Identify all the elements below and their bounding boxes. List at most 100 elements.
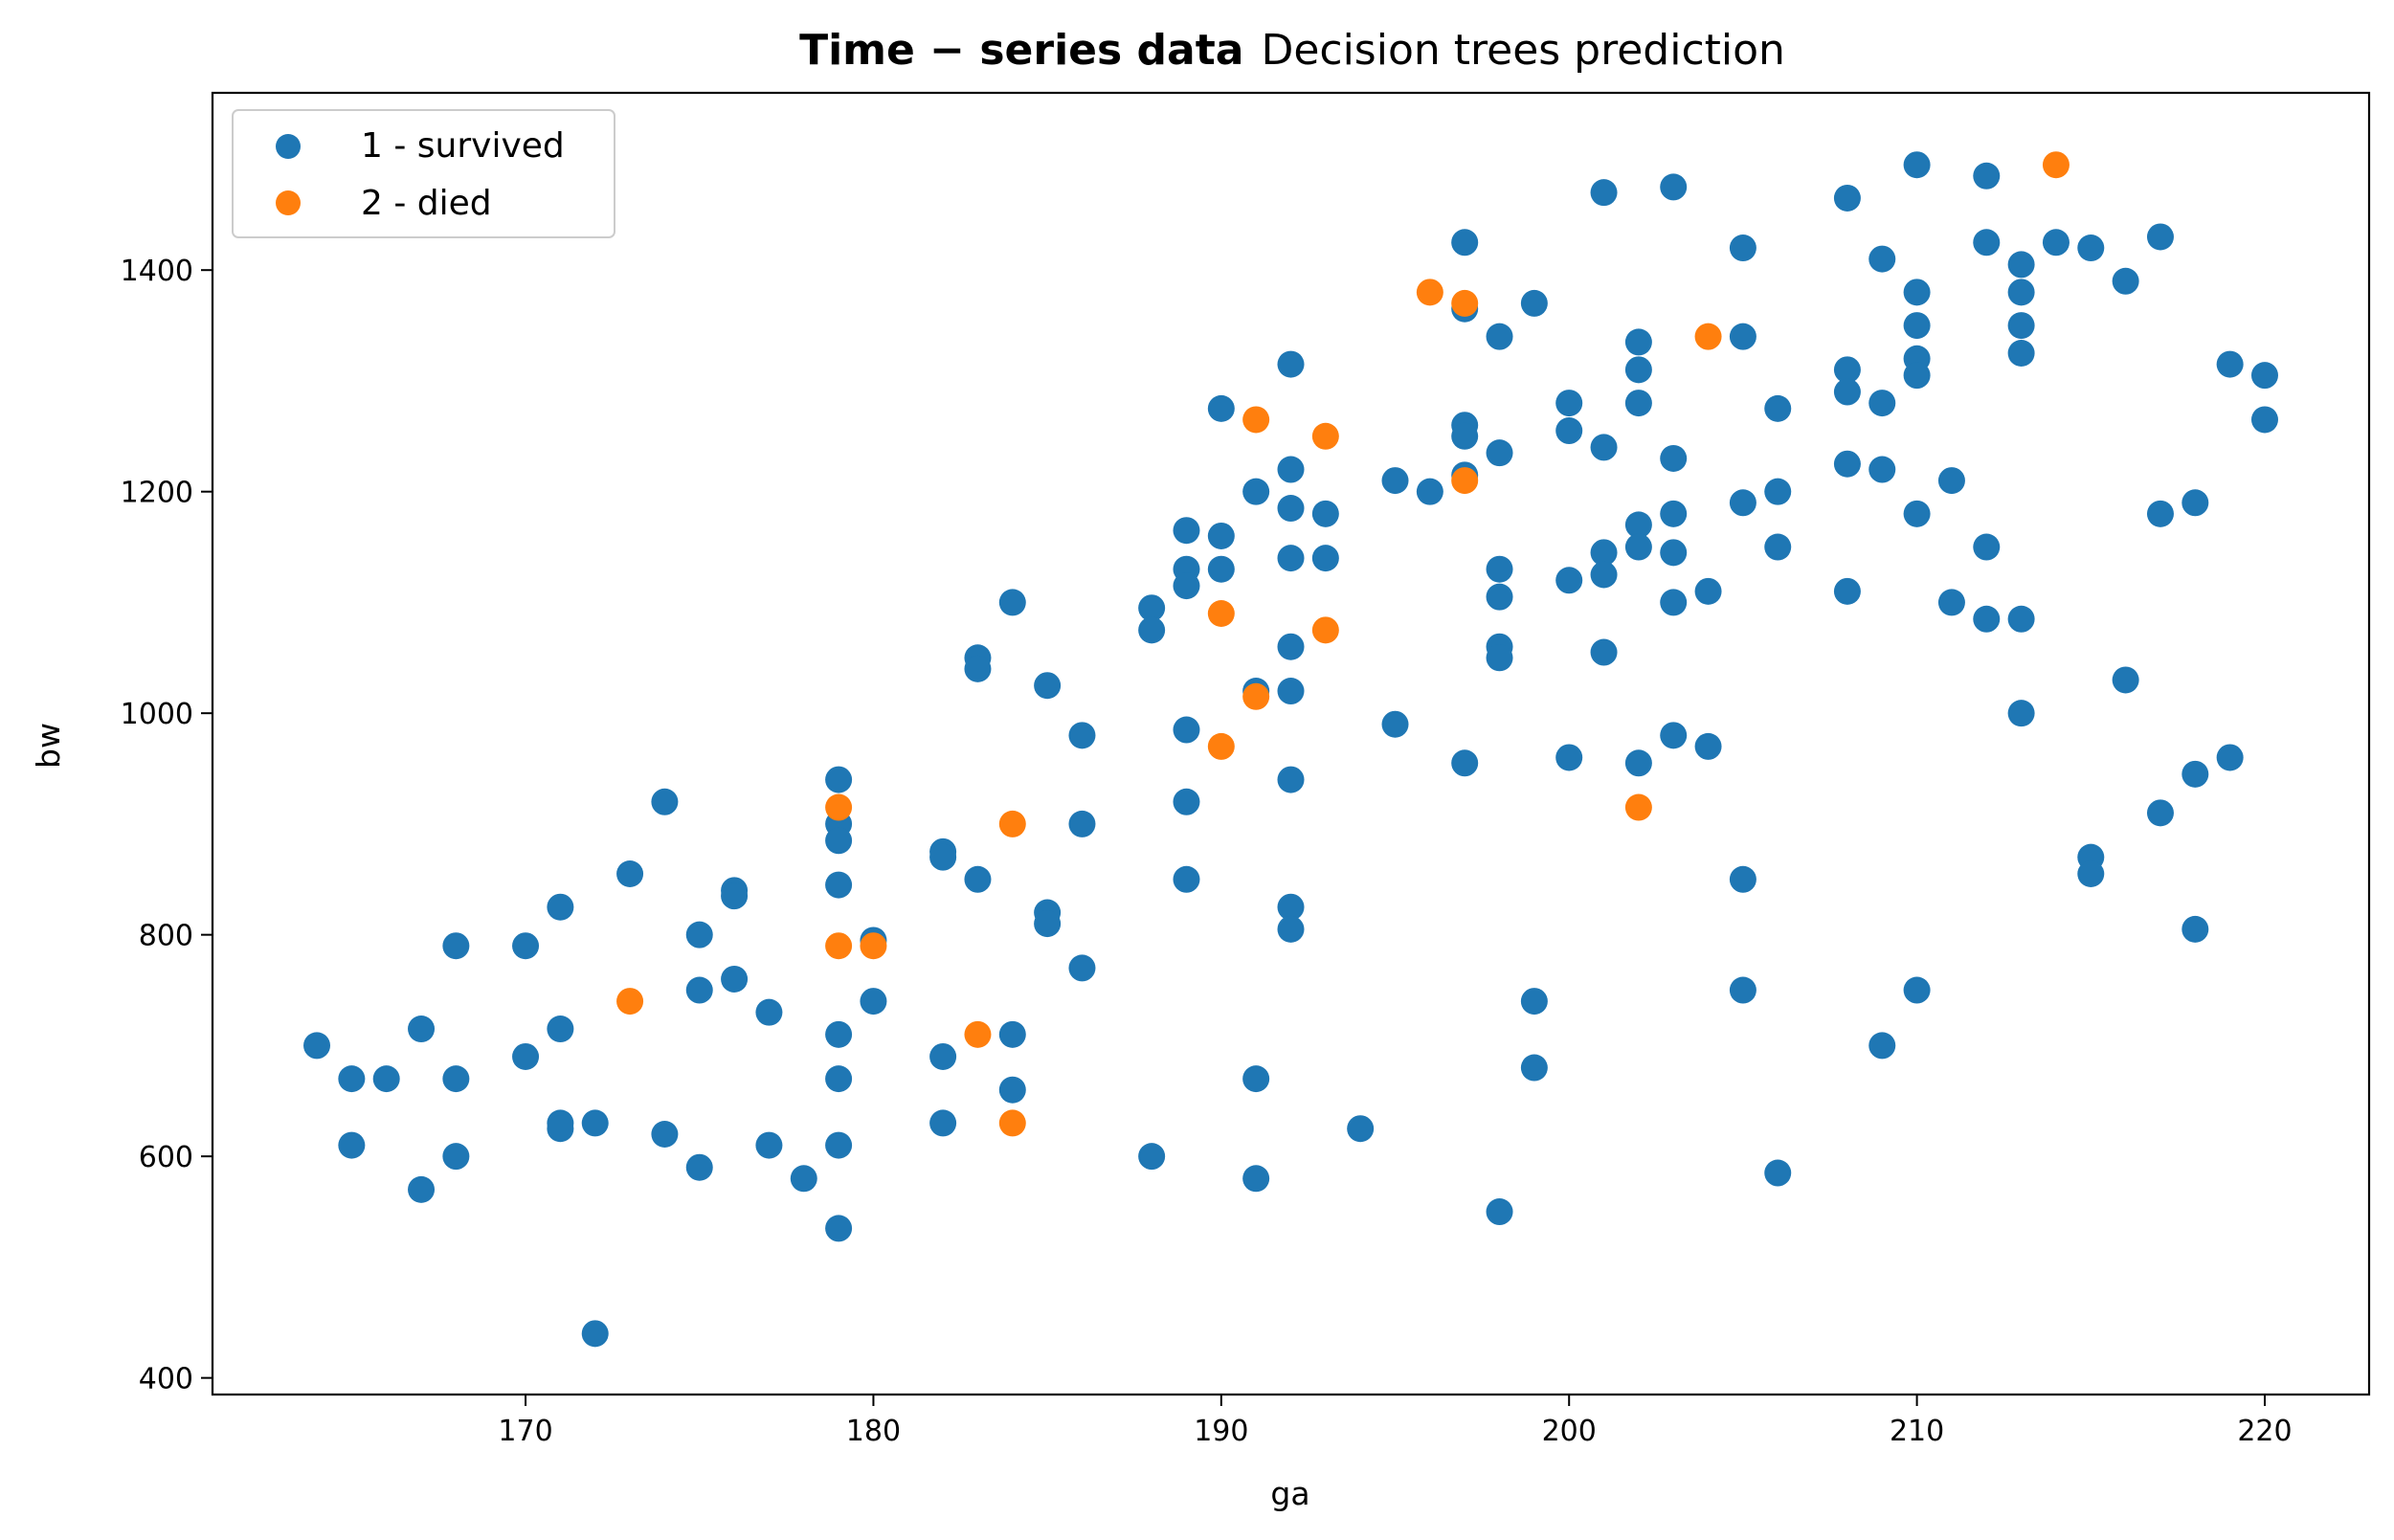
data-point — [2042, 229, 2070, 257]
x-tick-label: 190 — [1194, 1415, 1248, 1448]
data-point — [1903, 362, 1931, 390]
data-point — [2181, 915, 2209, 943]
data-point — [1624, 511, 1652, 539]
data-point — [1833, 184, 1861, 212]
y-tick-label: 400 — [139, 1363, 193, 1396]
x-tick-label: 210 — [1890, 1415, 1944, 1448]
data-point — [1729, 323, 1756, 350]
data-point — [1903, 151, 1931, 179]
data-point — [860, 932, 887, 960]
data-point — [1451, 749, 1479, 777]
data-point — [755, 1131, 783, 1159]
data-point — [1381, 710, 1409, 738]
legend: 1 - survived 2 - died — [232, 109, 615, 238]
data-point — [1624, 749, 1652, 777]
data-point — [1207, 600, 1235, 627]
data-point — [929, 843, 957, 871]
data-point — [825, 1215, 853, 1242]
data-point — [1242, 406, 1270, 434]
data-point — [616, 860, 644, 887]
legend-label-died: 2 - died — [361, 184, 492, 223]
y-axis-label: bw — [30, 723, 67, 769]
data-point — [1451, 289, 1479, 317]
data-point — [1207, 732, 1235, 760]
axis-ticks: 170 180 190 200 210 220 400 600 800 1000 1200 1400 — [121, 255, 2293, 1448]
x-tick-label: 180 — [846, 1415, 901, 1448]
data-point — [512, 1042, 540, 1070]
x-tick-label: 170 — [498, 1415, 552, 1448]
data-point — [2250, 406, 2278, 434]
data-point — [1173, 517, 1200, 545]
chart-title: Time − series data Decision trees predict… — [799, 26, 1785, 75]
data-point — [1451, 422, 1479, 450]
data-point — [998, 1020, 1026, 1048]
data-point — [1486, 583, 1513, 611]
data-point — [1833, 356, 1861, 384]
y-tick-label: 800 — [139, 920, 193, 953]
data-point — [1277, 545, 1305, 572]
data-point — [1486, 439, 1513, 467]
data-point — [2077, 234, 2105, 262]
data-point — [1624, 793, 1652, 821]
data-point — [1277, 350, 1305, 378]
data-point — [1729, 234, 1756, 262]
data-point — [2146, 500, 2174, 527]
data-point — [338, 1131, 366, 1159]
data-point — [1242, 478, 1270, 505]
data-point — [2042, 151, 2070, 179]
data-point — [1764, 478, 1792, 505]
data-point — [2007, 605, 2035, 633]
data-point — [1868, 456, 1896, 483]
data-point — [721, 882, 749, 910]
data-point — [1068, 722, 1096, 749]
data-point — [651, 788, 679, 815]
data-point — [1660, 444, 1688, 472]
data-point — [1277, 893, 1305, 921]
data-point — [1347, 1115, 1375, 1143]
data-point — [1207, 555, 1235, 583]
data-point — [2007, 279, 2035, 306]
data-point — [929, 1042, 957, 1070]
data-point — [1694, 323, 1722, 350]
legend-marker-survived — [276, 134, 301, 159]
data-point — [1416, 478, 1443, 505]
data-point — [1277, 766, 1305, 793]
data-point — [685, 1153, 713, 1181]
data-point — [1277, 495, 1305, 523]
data-point — [1903, 500, 1931, 527]
data-point — [1694, 732, 1722, 760]
data-point — [1034, 672, 1062, 700]
data-point — [1973, 162, 2001, 190]
data-point — [1868, 1032, 1896, 1060]
data-point — [1416, 279, 1443, 306]
data-point — [2216, 350, 2244, 378]
data-point — [442, 1065, 470, 1093]
data-point — [998, 810, 1026, 837]
data-point — [1138, 616, 1166, 644]
data-point — [1660, 589, 1688, 616]
data-point — [825, 932, 853, 960]
data-point — [1624, 390, 1652, 417]
data-point — [1833, 577, 1861, 605]
data-point — [2181, 760, 2209, 788]
data-point — [651, 1121, 679, 1148]
data-point — [1173, 865, 1200, 893]
data-point — [1242, 1065, 1270, 1093]
data-point — [1242, 682, 1270, 710]
legend-frame — [232, 109, 615, 238]
data-point — [825, 1020, 853, 1048]
data-point — [721, 965, 749, 993]
data-point — [1242, 1165, 1270, 1193]
data-point — [1868, 390, 1896, 417]
data-point — [338, 1065, 366, 1093]
data-point — [2007, 340, 2035, 367]
data-point — [1311, 422, 1339, 450]
x-tick-label: 200 — [1542, 1415, 1597, 1448]
data-point — [964, 655, 992, 682]
data-point — [1138, 594, 1166, 622]
data-point — [547, 1016, 574, 1043]
data-point — [1068, 954, 1096, 982]
data-point — [1764, 394, 1792, 422]
data-point — [1729, 976, 1756, 1004]
